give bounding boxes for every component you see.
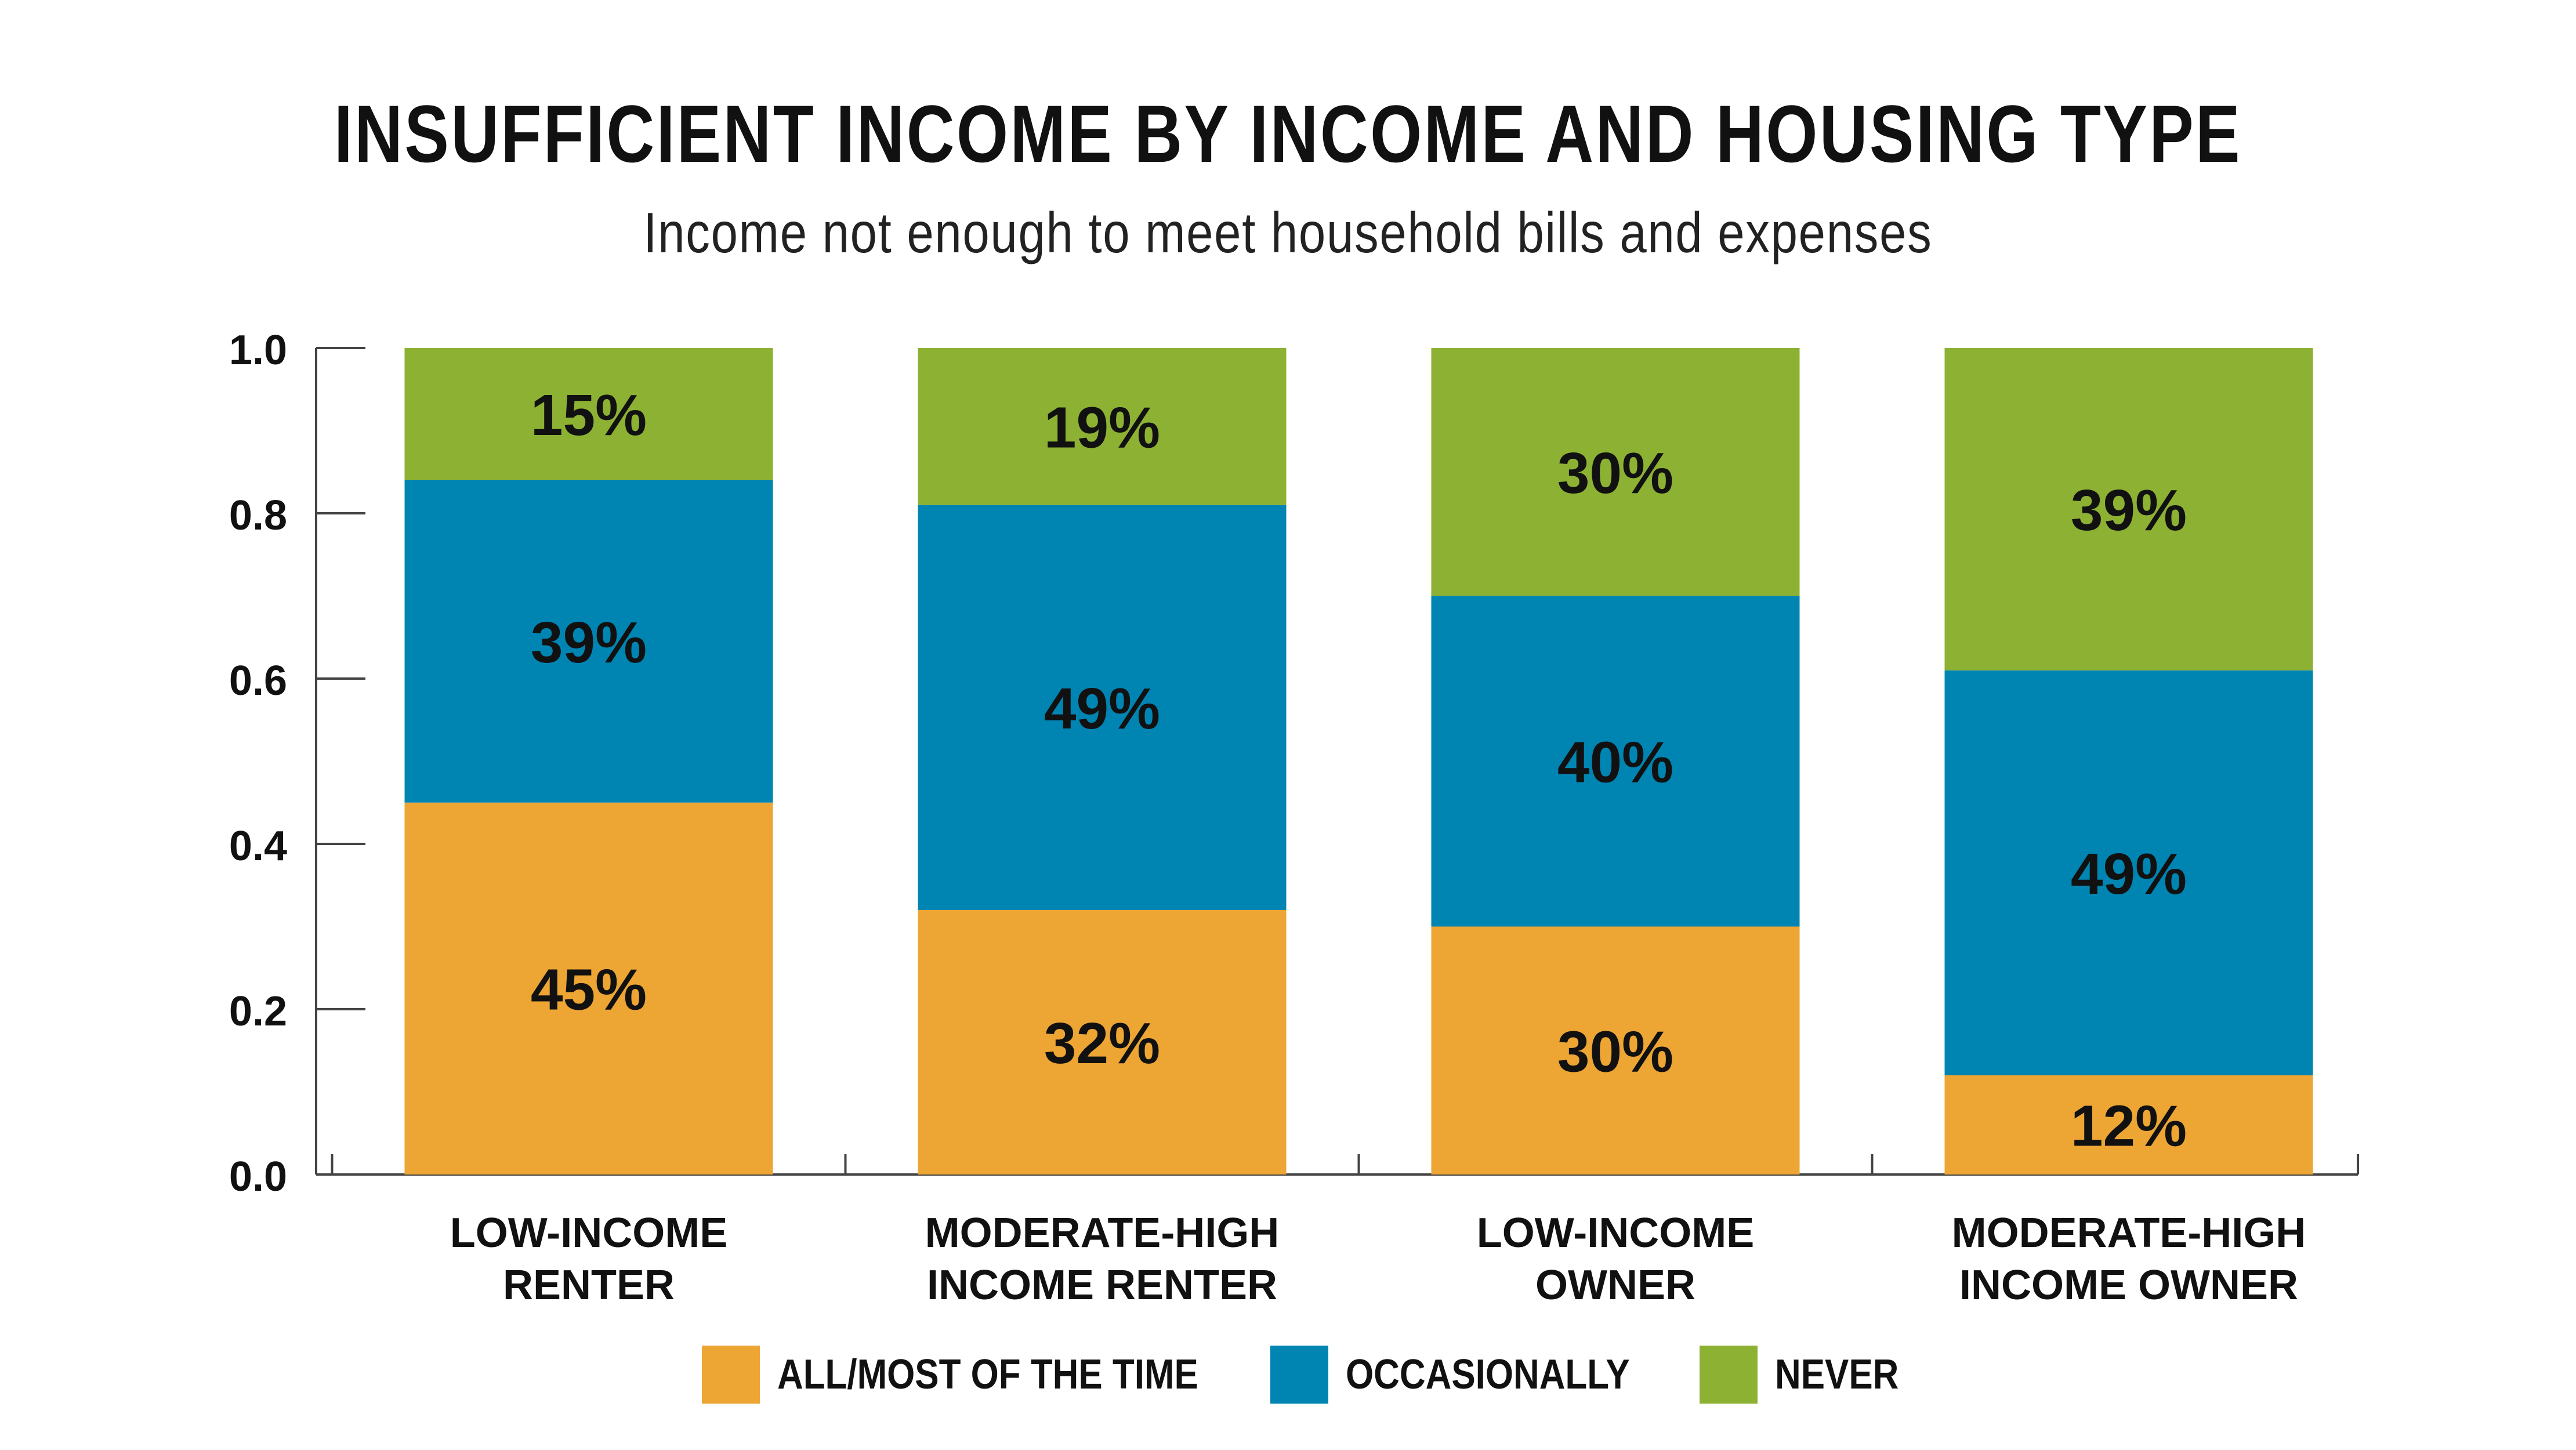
legend-swatch-never xyxy=(1700,1346,1758,1404)
category-label: OWNER xyxy=(1535,1262,1695,1308)
bar-segment xyxy=(1431,926,1800,1174)
legend-item-all-most: ALL/MOST OF THE TIME xyxy=(702,1346,1267,1404)
legend-item-occasionally: OCCASIONALLY xyxy=(1270,1346,1676,1404)
bar-segment xyxy=(404,480,773,803)
data-label: 19% xyxy=(1044,395,1160,460)
bar-segment xyxy=(1431,348,1800,596)
bar-segment xyxy=(1944,1075,2313,1174)
data-label: 49% xyxy=(1044,676,1160,741)
category-label: RENTER xyxy=(503,1262,675,1308)
data-label: 40% xyxy=(1557,730,1673,795)
data-label: 15% xyxy=(531,383,647,448)
y-tick-label: 1.0 xyxy=(229,327,287,374)
data-label: 49% xyxy=(2071,842,2187,907)
category-label: INCOME OWNER xyxy=(1959,1262,2298,1308)
data-label: 45% xyxy=(531,957,647,1022)
bar-segment xyxy=(918,505,1287,910)
data-label: 30% xyxy=(1557,1019,1673,1084)
data-label: 39% xyxy=(531,610,647,675)
y-tick-label: 0.8 xyxy=(229,492,287,539)
y-tick-label: 0.4 xyxy=(229,823,287,869)
category-label: MODERATE-HIGH xyxy=(1952,1210,2306,1256)
data-label: 39% xyxy=(2071,478,2187,543)
category-label: LOW-INCOME xyxy=(450,1210,727,1256)
legend-label-occasionally: OCCASIONALLY xyxy=(1346,1351,1630,1398)
bar-segment xyxy=(404,802,773,1174)
legend-swatch-occasionally xyxy=(1270,1346,1328,1404)
data-label: 12% xyxy=(2071,1094,2187,1159)
category-label: MODERATE-HIGH xyxy=(925,1210,1280,1256)
legend-label-all-most: ALL/MOST OF THE TIME xyxy=(777,1351,1198,1398)
chart-title: INSUFFICIENT INCOME BY INCOME AND HOUSIN… xyxy=(334,88,2242,179)
y-tick-label: 0.2 xyxy=(229,988,287,1035)
category-label: LOW-INCOME xyxy=(1477,1210,1754,1256)
chart-subtitle: Income not enough to meet household bill… xyxy=(643,201,1933,264)
category-label: INCOME RENTER xyxy=(927,1262,1277,1308)
bar-segment xyxy=(1431,596,1800,927)
legend-label-never: NEVER xyxy=(1775,1351,1899,1398)
y-tick-label: 0.6 xyxy=(229,658,287,704)
data-label: 32% xyxy=(1044,1011,1160,1076)
y-tick-label: 0.0 xyxy=(229,1154,287,1200)
bar-segment xyxy=(404,348,773,480)
bar-segment xyxy=(918,910,1287,1174)
bar-segment xyxy=(1944,670,2313,1075)
bar-segment xyxy=(1944,348,2313,670)
bar-segment xyxy=(918,348,1287,505)
legend-swatch-all-most xyxy=(702,1346,760,1404)
data-label: 30% xyxy=(1557,441,1673,506)
legend-item-never: NEVER xyxy=(1700,1346,1919,1404)
